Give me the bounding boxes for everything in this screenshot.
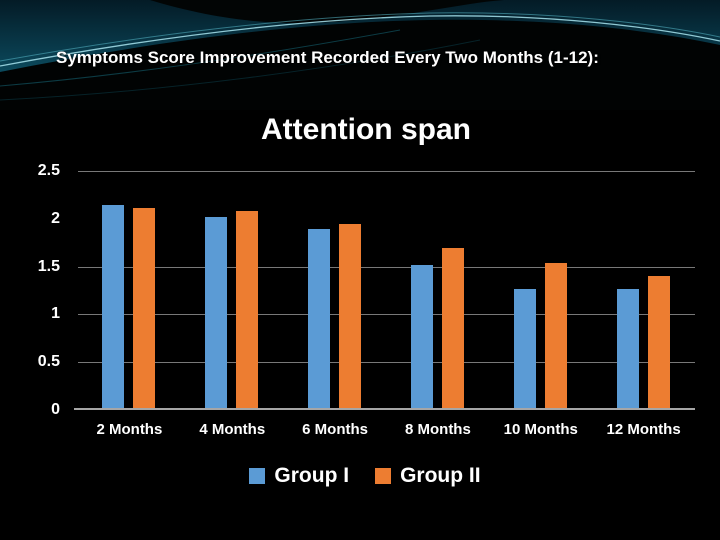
inner-swoosh-line	[0, 29, 401, 87]
slide-title: Symptoms Score Improvement Recorded Ever…	[56, 48, 599, 67]
bar-group-i-6-months	[308, 229, 331, 408]
legend-label: Group I	[274, 464, 350, 487]
gridline	[78, 266, 695, 268]
top-wave-shape	[150, 0, 560, 24]
x-axis-labels: 2 Months 4 Months 6 Months 8 Months 10 Month…	[78, 421, 695, 441]
y-axis-tick-label: 1	[51, 305, 60, 323]
bar-group-i-4-months	[205, 216, 228, 408]
gridline	[78, 362, 695, 364]
bar-group-ii-8-months	[441, 248, 464, 408]
x-axis-label: 4 Months	[199, 421, 266, 438]
plot-area	[74, 171, 695, 410]
swoosh-highlight-line	[0, 15, 720, 67]
legend-swatch-icon	[375, 468, 392, 484]
x-axis-label: 10 Months	[503, 421, 578, 438]
y-axis-labels: 0 0.5 1 1.5 2 2.5	[0, 162, 60, 418]
bar-group-i-8-months	[410, 264, 433, 408]
y-axis-tick-label: 2.5	[37, 162, 60, 179]
y-axis-tick-label: 1.5	[37, 257, 60, 275]
x-axis-label: 12 Months	[606, 421, 681, 438]
x-axis-label: 2 Months	[96, 421, 163, 438]
bar-group-ii-12-months	[647, 276, 670, 408]
bar-group-i-2-months	[102, 205, 125, 408]
bar-group-i-12-months	[616, 289, 639, 408]
y-axis-tick-label: 0.5	[37, 353, 60, 371]
bar-group-ii-4-months	[236, 211, 259, 408]
legend-label: Group II	[400, 464, 481, 487]
bar-group-ii-2-months	[133, 208, 156, 408]
y-axis-tick-label: 0	[51, 401, 60, 418]
bar-group-ii-6-months	[339, 223, 362, 408]
bar-group-ii-10-months	[544, 262, 567, 408]
y-axis-tick-label: 2	[51, 209, 60, 227]
gridline	[78, 314, 695, 316]
chart-legend: Group I Group II	[0, 464, 720, 488]
x-axis-line	[74, 408, 695, 410]
header-swoosh-graphic	[0, 0, 720, 110]
chart-title: Attention span	[261, 113, 471, 146]
gridline	[78, 171, 695, 172]
x-axis-label: 8 Months	[404, 421, 471, 438]
inner-swoosh-line	[0, 39, 481, 101]
main-swoosh-shape	[0, 19, 720, 110]
x-axis-label: 6 Months	[302, 421, 368, 438]
legend-item-group-i: Group I	[249, 464, 349, 488]
legend-item-group-ii: Group II	[375, 464, 481, 488]
swoosh-highlight-line	[0, 12, 720, 62]
legend-swatch-icon	[249, 468, 266, 484]
bar-group-i-10-months	[513, 289, 536, 408]
